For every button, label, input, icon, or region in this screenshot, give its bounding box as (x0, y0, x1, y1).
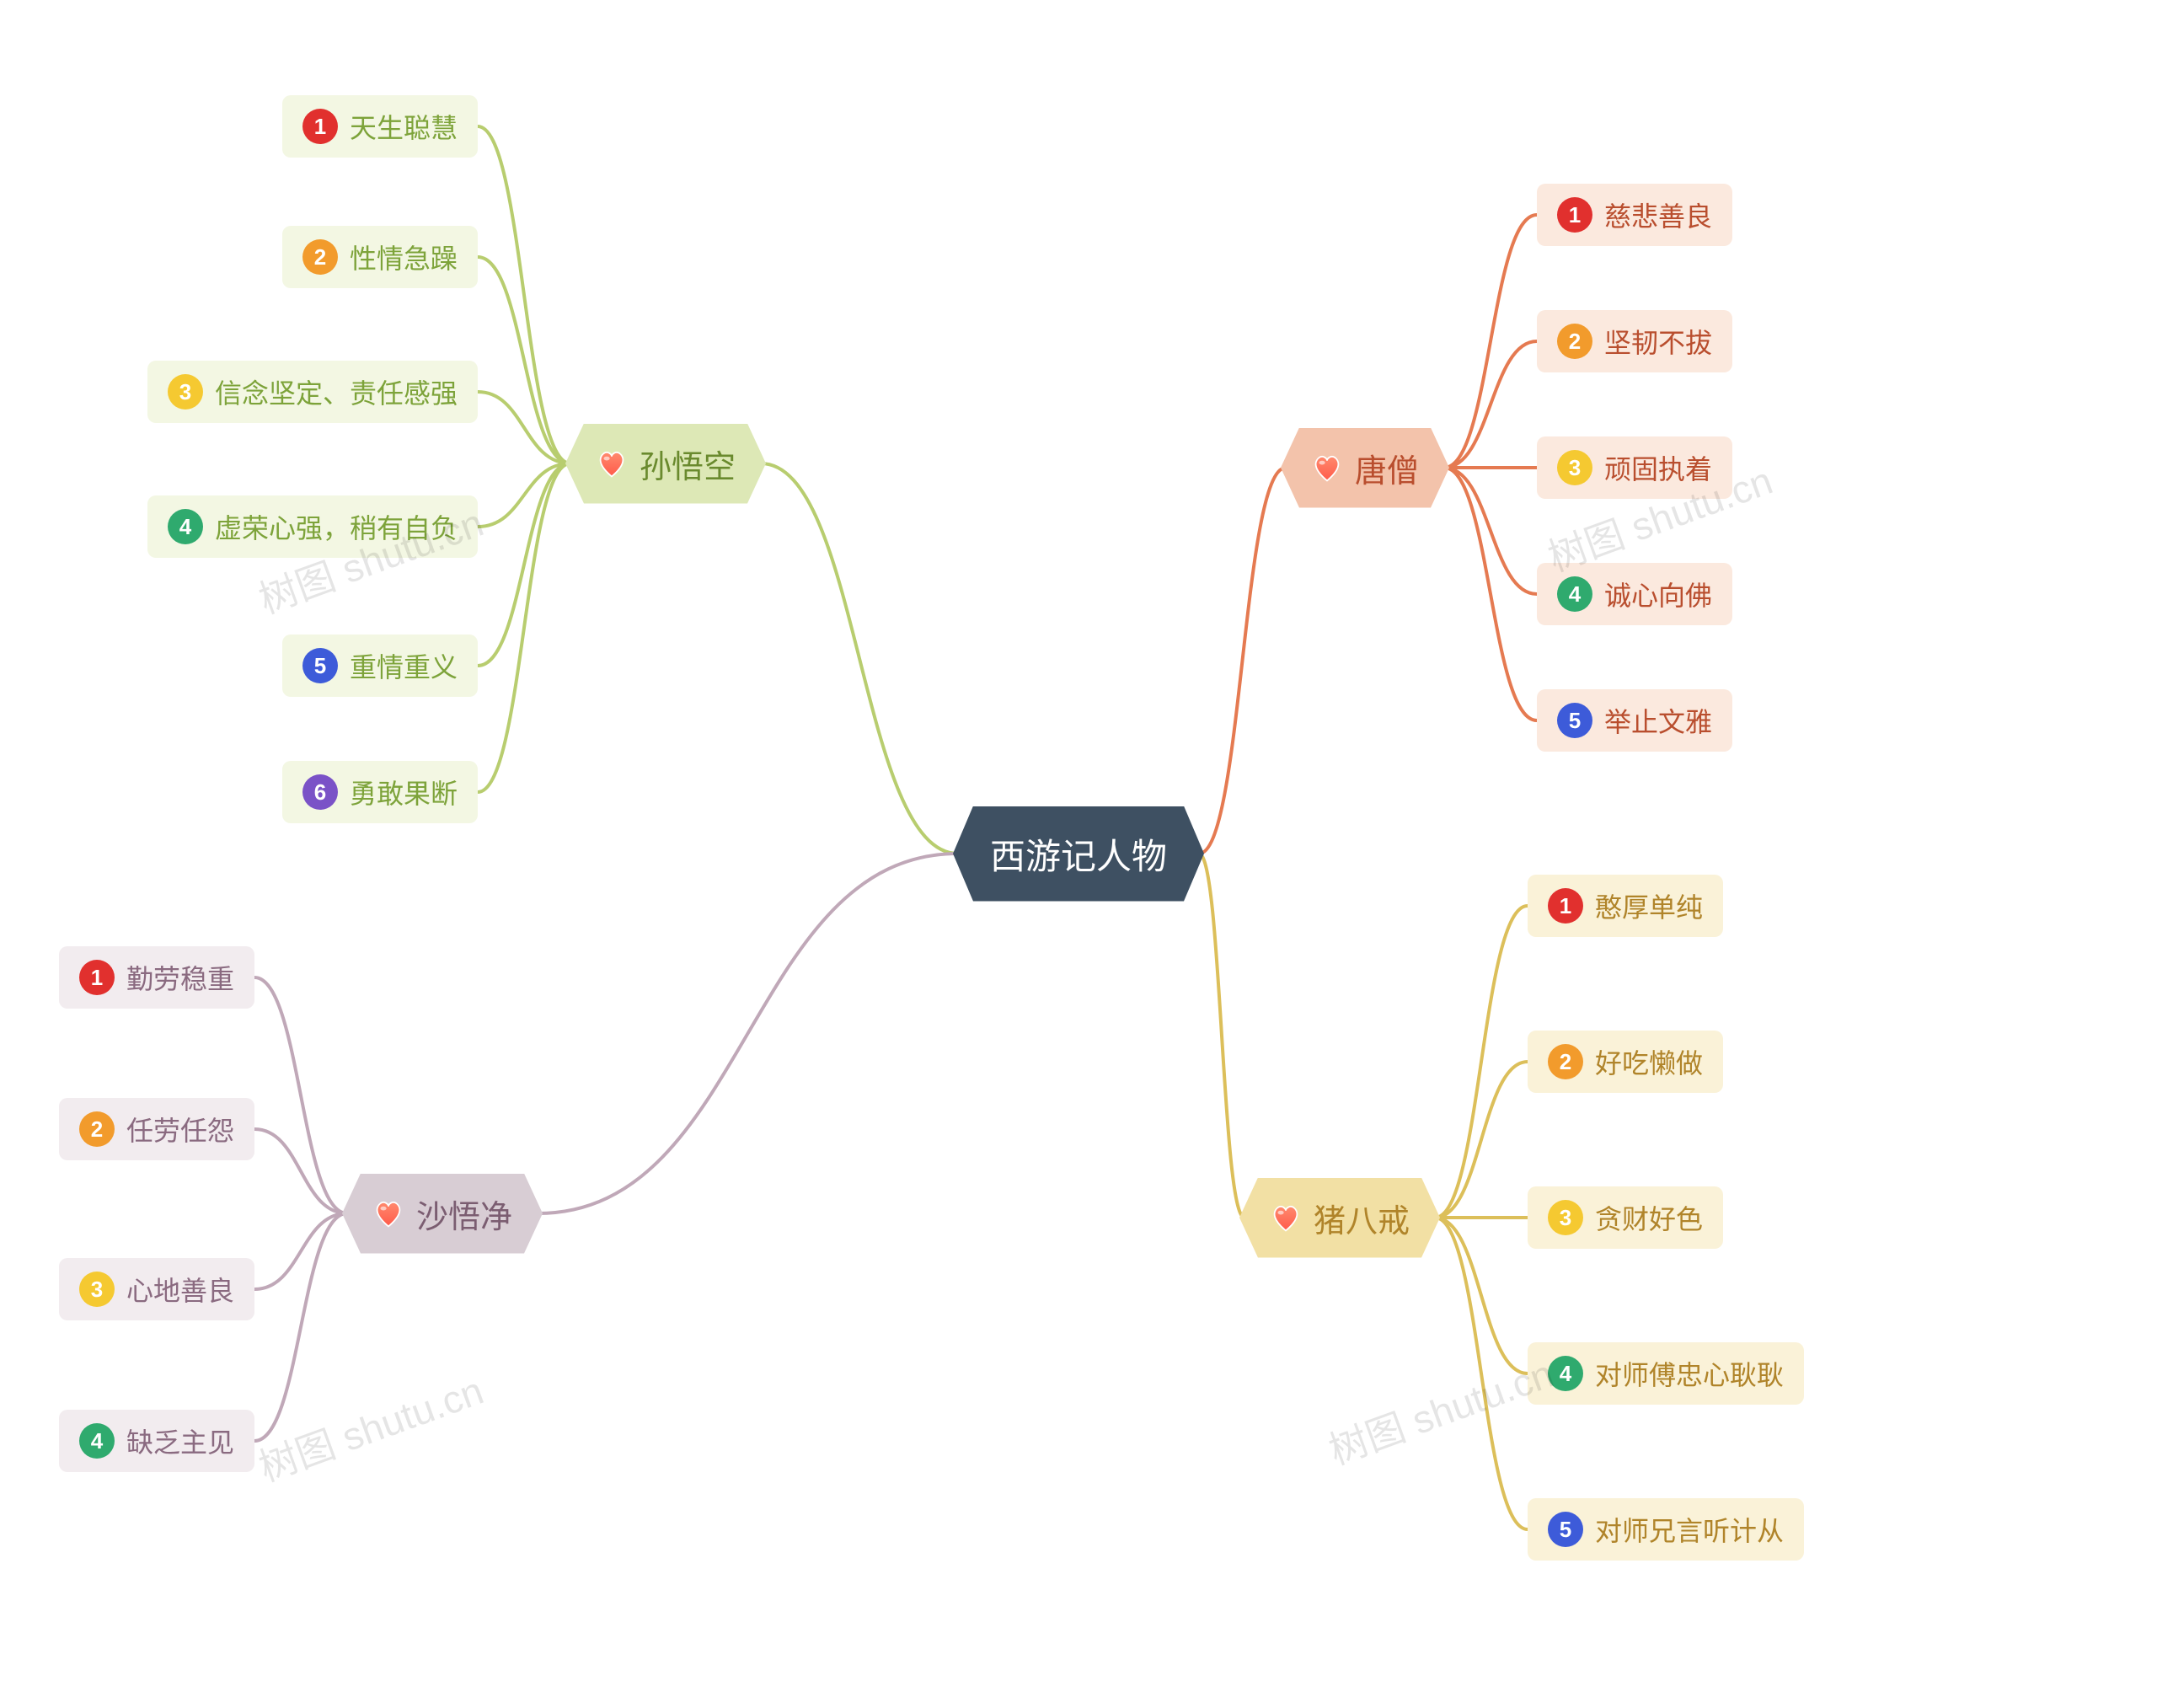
leaf-number-badge: 2 (302, 239, 338, 275)
leaf-number-badge: 1 (1548, 888, 1583, 924)
leaf-number-badge: 4 (1548, 1356, 1583, 1391)
leaf-node-tang-2[interactable]: 2 坚韧不拔 (1537, 310, 1732, 372)
leaf-label: 任劳任怨 (126, 1110, 234, 1148)
leaf-number-badge: 1 (1557, 197, 1592, 233)
leaf-label: 勇敢果断 (350, 773, 458, 811)
leaf-number-badge: 1 (302, 109, 338, 144)
leaf-node-sha-1[interactable]: 1 勤劳稳重 (59, 946, 254, 1009)
leaf-label: 虚荣心强，稍有自负 (215, 507, 458, 546)
leaf-number-badge: 2 (1557, 324, 1592, 359)
leaf-number-badge: 3 (1548, 1200, 1583, 1235)
mindmap-canvas: 西游记人物 孙悟空 1 天生聪慧 2 性情急躁 3 信念坚定、责任感强 4 虚荣心强，稍有自负 5… (0, 0, 2157, 1708)
leaf-number-badge: 4 (168, 509, 203, 544)
leaf-node-sha-4[interactable]: 4 缺乏主见 (59, 1410, 254, 1472)
leaf-node-sun-6[interactable]: 6 勇敢果断 (282, 761, 478, 823)
leaf-number-badge: 3 (168, 374, 203, 410)
leaf-number-badge: 1 (79, 960, 115, 995)
leaf-number-badge: 5 (1548, 1512, 1583, 1547)
leaf-label: 慈悲善良 (1604, 195, 1712, 234)
leaf-label: 好吃懒做 (1595, 1042, 1703, 1081)
leaf-node-sun-4[interactable]: 4 虚荣心强，稍有自负 (147, 495, 478, 558)
watermark: 树图 shutu.cn (250, 1360, 490, 1492)
leaf-node-zhu-1[interactable]: 1 憨厚单纯 (1528, 875, 1723, 937)
leaf-node-tang-4[interactable]: 4 诚心向佛 (1537, 563, 1732, 625)
leaf-node-zhu-3[interactable]: 3 贪财好色 (1528, 1186, 1723, 1249)
leaf-label: 勤劳稳重 (126, 958, 234, 997)
leaf-node-tang-3[interactable]: 3 顽固执着 (1537, 436, 1732, 499)
leaf-label: 坚韧不拔 (1604, 322, 1712, 361)
leaf-label: 心地善良 (126, 1270, 234, 1309)
leaf-number-badge: 5 (1557, 703, 1592, 738)
root-node[interactable]: 西游记人物 (953, 806, 1204, 902)
leaf-label: 对师傅忠心耿耿 (1595, 1354, 1784, 1393)
leaf-node-sha-2[interactable]: 2 任劳任怨 (59, 1098, 254, 1160)
branch-node-zhu[interactable]: 猪八戒 (1239, 1178, 1440, 1258)
leaf-label: 顽固执着 (1604, 448, 1712, 487)
leaf-node-zhu-4[interactable]: 4 对师傅忠心耿耿 (1528, 1342, 1804, 1405)
leaf-node-zhu-2[interactable]: 2 好吃懒做 (1528, 1031, 1723, 1093)
leaf-node-tang-1[interactable]: 1 慈悲善良 (1537, 184, 1732, 246)
root-label: 西游记人物 (990, 837, 1167, 876)
leaf-number-badge: 2 (79, 1111, 115, 1147)
branch-label: 沙悟净 (416, 1191, 512, 1237)
leaf-number-badge: 2 (1548, 1044, 1583, 1079)
leaf-node-sun-3[interactable]: 3 信念坚定、责任感强 (147, 361, 478, 423)
leaf-label: 举止文雅 (1604, 701, 1712, 740)
heart-icon (1270, 1202, 1302, 1234)
leaf-node-sha-3[interactable]: 3 心地善良 (59, 1258, 254, 1320)
leaf-label: 天生聪慧 (350, 107, 458, 146)
leaf-node-zhu-5[interactable]: 5 对师兄言听计从 (1528, 1498, 1804, 1561)
heart-icon (372, 1197, 404, 1229)
heart-icon (1311, 452, 1343, 484)
branch-node-tang[interactable]: 唐僧 (1281, 428, 1449, 508)
leaf-number-badge: 5 (302, 648, 338, 683)
leaf-label: 性情急躁 (350, 238, 458, 276)
leaf-node-sun-2[interactable]: 2 性情急躁 (282, 226, 478, 288)
branch-label: 孙悟空 (640, 441, 736, 487)
heart-icon (596, 447, 628, 479)
branch-node-sha[interactable]: 沙悟净 (342, 1174, 543, 1254)
leaf-label: 贪财好色 (1595, 1198, 1703, 1237)
leaf-node-tang-5[interactable]: 5 举止文雅 (1537, 689, 1732, 752)
leaf-label: 重情重义 (350, 646, 458, 685)
leaf-node-sun-1[interactable]: 1 天生聪慧 (282, 95, 478, 158)
leaf-node-sun-5[interactable]: 5 重情重义 (282, 634, 478, 697)
leaf-label: 诚心向佛 (1604, 575, 1712, 613)
branch-node-sun[interactable]: 孙悟空 (565, 424, 766, 504)
leaf-number-badge: 6 (302, 774, 338, 810)
leaf-label: 信念坚定、责任感强 (215, 372, 458, 411)
leaf-number-badge: 4 (79, 1423, 115, 1459)
leaf-label: 对师兄言听计从 (1595, 1510, 1784, 1549)
branch-label: 唐僧 (1355, 445, 1419, 491)
watermark: 树图 shutu.cn (1320, 1343, 1560, 1475)
leaf-label: 缺乏主见 (126, 1422, 234, 1460)
leaf-number-badge: 4 (1557, 576, 1592, 612)
leaf-number-badge: 3 (79, 1272, 115, 1307)
branch-label: 猪八戒 (1314, 1195, 1410, 1241)
leaf-label: 憨厚单纯 (1595, 886, 1703, 925)
leaf-number-badge: 3 (1557, 450, 1592, 485)
